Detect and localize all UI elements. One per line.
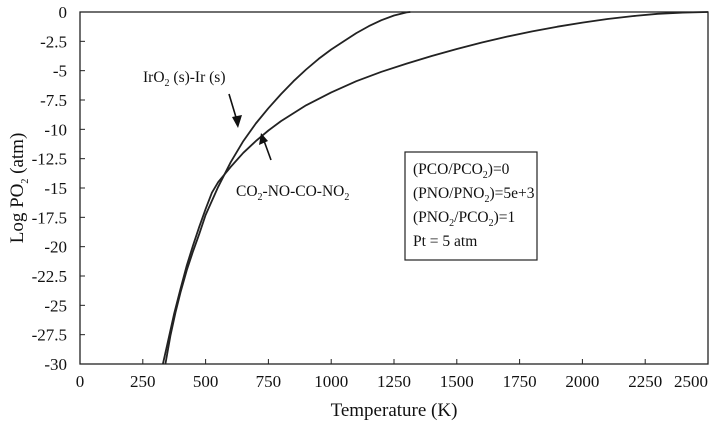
co2-label-sub-1: 2 xyxy=(258,192,263,203)
iro2-label-part-c: (s)-Ir (s) xyxy=(170,69,226,86)
co2-curve-label: CO2-NO-CO-NO2 xyxy=(236,183,349,203)
y-tick-label: -2.5 xyxy=(40,32,67,51)
y-tick-label: -30 xyxy=(44,355,67,374)
cond3-a: (PNO xyxy=(413,209,449,226)
condition-line-4: Pt = 5 atm xyxy=(413,233,477,250)
y-tick-label: -7.5 xyxy=(40,91,67,110)
cond2-a: (PNO/PNO xyxy=(413,185,484,202)
y-axis-title-sub: 2 xyxy=(20,179,31,184)
y-tick-label: -25 xyxy=(44,296,67,315)
x-tick-label: 250 xyxy=(130,372,156,391)
condition-line-1: (PCO/PCO2)=0 xyxy=(413,161,510,181)
x-tick-label: 1250 xyxy=(377,372,411,391)
series-group xyxy=(162,11,709,365)
y-tick-label: -12.5 xyxy=(32,150,67,169)
y-tick-label: -15 xyxy=(44,179,67,198)
iro2-label-sub: 2 xyxy=(165,78,170,89)
co2-label-part-c: -NO-CO-NO xyxy=(263,183,345,200)
y-axis-title-main: Log PO xyxy=(7,184,28,244)
y-tick-label: -17.5 xyxy=(32,208,67,227)
y-tick-label: -10 xyxy=(44,120,67,139)
iro2-arrow xyxy=(228,93,242,128)
y-tick-label: -27.5 xyxy=(32,326,67,345)
cond2-sub: 2 xyxy=(484,194,489,205)
x-tick-label: 0 xyxy=(76,372,85,391)
x-tick-label: 2500 xyxy=(674,372,708,391)
series-line-iro2-ir xyxy=(164,11,411,365)
x-tick-label: 750 xyxy=(256,372,282,391)
iro2-curve-label: IrO2 (s)-Ir (s) xyxy=(143,69,225,89)
cond1-a: (PCO/PCO xyxy=(413,161,483,178)
iro2-label-part-a: IrO xyxy=(143,69,165,86)
y-tick-label: -22.5 xyxy=(32,267,67,286)
cond3-sub-1: 2 xyxy=(449,218,454,229)
y-tick-label: 0 xyxy=(59,3,68,22)
co2-label-part-a: CO xyxy=(236,183,258,200)
cond3-c: /PCO xyxy=(454,209,488,226)
condition-line-3: (PNO2/PCO2)=1 xyxy=(413,209,515,229)
y-tick-label: -20 xyxy=(44,238,67,257)
y-axis-title: Log PO2 (atm) xyxy=(7,133,31,244)
x-tick-label: 1500 xyxy=(440,372,474,391)
plot-frame xyxy=(79,11,709,365)
y-tick-label: -5 xyxy=(53,62,67,81)
cond3-e: )=1 xyxy=(494,209,516,226)
series-line-co2-no-co-no2 xyxy=(162,11,709,365)
x-tick-label: 2250 xyxy=(628,372,662,391)
condition-line-2: (PNO/PNO2)=5e+3 xyxy=(413,185,535,205)
x-tick-label: 500 xyxy=(193,372,219,391)
co2-label-sub-2: 2 xyxy=(344,192,349,203)
x-tick-label: 1750 xyxy=(503,372,537,391)
co2-arrow xyxy=(259,133,272,161)
cond3-sub-2: 2 xyxy=(489,218,494,229)
x-tick-label: 1000 xyxy=(314,372,348,391)
y-axis-title-unit: (atm) xyxy=(7,133,28,179)
x-tick-label: 2000 xyxy=(565,372,599,391)
tick-group: 0 250 500 750 1000 1250 1500 1750 2000 2250 25000-… xyxy=(32,3,709,391)
conditions-box xyxy=(404,151,538,261)
cond1-c: )=0 xyxy=(488,161,510,178)
cond1-sub: 2 xyxy=(483,170,488,181)
x-axis-title: Temperature (K) xyxy=(331,400,458,421)
cond2-c: )=5e+3 xyxy=(489,185,534,202)
